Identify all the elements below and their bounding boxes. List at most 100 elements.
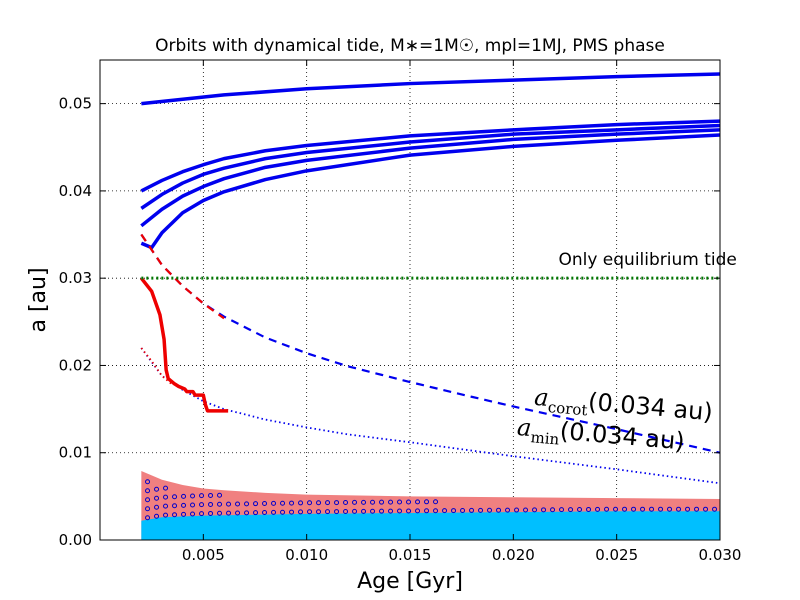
hatch-circle [145, 515, 151, 521]
hatch-circle [667, 506, 673, 512]
hatch-circle [442, 508, 448, 514]
chart-title: Orbits with dynamical tide, M∗=1M☉, mpl=… [155, 36, 665, 56]
hatch-circle [586, 506, 592, 512]
hatch-circle [649, 506, 655, 512]
hatch-circle [190, 502, 196, 508]
acorot-label-subscript: corot [547, 398, 588, 419]
hatch-circle [244, 501, 250, 507]
hatch-circle [190, 493, 196, 499]
hatch-circle [559, 507, 565, 513]
hatch-circle [226, 510, 232, 516]
decaying-orbit-line [139, 277, 229, 413]
hatch-circle [478, 507, 484, 513]
shaded-bands [141, 471, 720, 540]
hatch-circle [217, 510, 223, 516]
hatch-circle [379, 499, 385, 505]
y-tick-label: 0.02 [59, 356, 92, 374]
hatch-circle [163, 503, 169, 509]
hatch-circle [235, 510, 241, 516]
hatch-circle [325, 509, 331, 515]
hatch-circle [199, 502, 205, 508]
hatch-circle [145, 506, 151, 512]
orbit-a0-0.034-line [140, 133, 720, 250]
x-tick-label: 0.030 [699, 546, 742, 564]
hatch-circle [658, 506, 664, 512]
hatch-circle [307, 500, 313, 506]
hatch-circle [325, 500, 331, 506]
hatch-circle [415, 499, 421, 505]
hatch-circle [289, 500, 295, 506]
hatch-circle [181, 502, 187, 508]
hatch-circle [469, 507, 475, 513]
hatch-circle [316, 500, 322, 506]
hatch-circle [406, 508, 412, 514]
hatch-circle [685, 506, 691, 512]
y-axis-label: a [au] [26, 267, 51, 332]
hatch-circle [496, 507, 502, 513]
hatch-circle [163, 485, 169, 491]
hatch-circle [163, 512, 169, 518]
hatch-circle [172, 494, 178, 500]
hatch-circle [379, 508, 385, 514]
hatch-circle [460, 508, 466, 514]
hatch-circle [190, 511, 196, 517]
hatch-circle [703, 506, 709, 512]
hatch-circle [352, 499, 358, 505]
hatch-circle [181, 511, 187, 517]
hatch-circle [145, 497, 151, 503]
hatch-circle [199, 511, 205, 517]
hatch-circle [433, 499, 439, 505]
hatch-circle [145, 479, 151, 485]
hatch-circle [640, 506, 646, 512]
hatch-circle [514, 507, 520, 513]
hatch-circle [397, 499, 403, 505]
hatch-circle [262, 501, 268, 507]
amin-red-line [140, 347, 173, 386]
hatch-circle [208, 501, 214, 507]
hatch-circle [370, 508, 376, 514]
hatch-circle [532, 507, 538, 513]
hatch-circle [181, 493, 187, 499]
hatch-circle [253, 510, 259, 516]
hatch-circle [271, 509, 277, 515]
x-axis-label: Age [Gyr] [357, 569, 463, 594]
acorot-label-symbol: a [533, 383, 550, 412]
hatch-circle [694, 506, 700, 512]
hatch-circle [145, 488, 151, 494]
hatch-circle [352, 508, 358, 514]
hatch-circle [217, 501, 223, 507]
hatch-circle [208, 492, 214, 498]
hatch-circle [343, 499, 349, 505]
hatch-circle [622, 506, 628, 512]
hatch-circle [613, 506, 619, 512]
x-tick-label: 0.020 [492, 546, 535, 564]
hatch-circle [253, 501, 259, 507]
orbit-a0-0.036-line [140, 128, 720, 228]
orbit-a0-0.040-line [140, 119, 720, 193]
hatch-circle [523, 507, 529, 513]
hatch-circle [595, 506, 601, 512]
y-tick-label: 0.01 [59, 444, 92, 462]
hatch-circle [163, 494, 169, 500]
y-tick-label: 0.04 [59, 182, 92, 200]
hatch-circle [424, 508, 430, 514]
hatch-circle [388, 499, 394, 505]
hatch-circle [505, 507, 511, 513]
amin-label-value: (0.034 au) [559, 417, 686, 456]
acorot-line [140, 233, 720, 454]
hatch-circle [451, 508, 457, 514]
y-tick-label: 0.03 [59, 269, 92, 287]
hatch-circle [172, 503, 178, 509]
hatch-circle [208, 510, 214, 516]
hatch-circle [370, 499, 376, 505]
hatch-circle [154, 513, 160, 519]
hatch-circle [406, 499, 412, 505]
hatch-circle [388, 508, 394, 514]
hatch-circle [550, 507, 556, 513]
hatch-circle [334, 500, 340, 506]
axis-ticks: 0.005 0.010 0.015 0.020 0.025 0.030 0.00 0.01 0.… [59, 60, 742, 564]
hatch-circle [217, 492, 223, 498]
hatch-circle [541, 507, 547, 513]
amin-label-symbol: a [516, 413, 533, 442]
